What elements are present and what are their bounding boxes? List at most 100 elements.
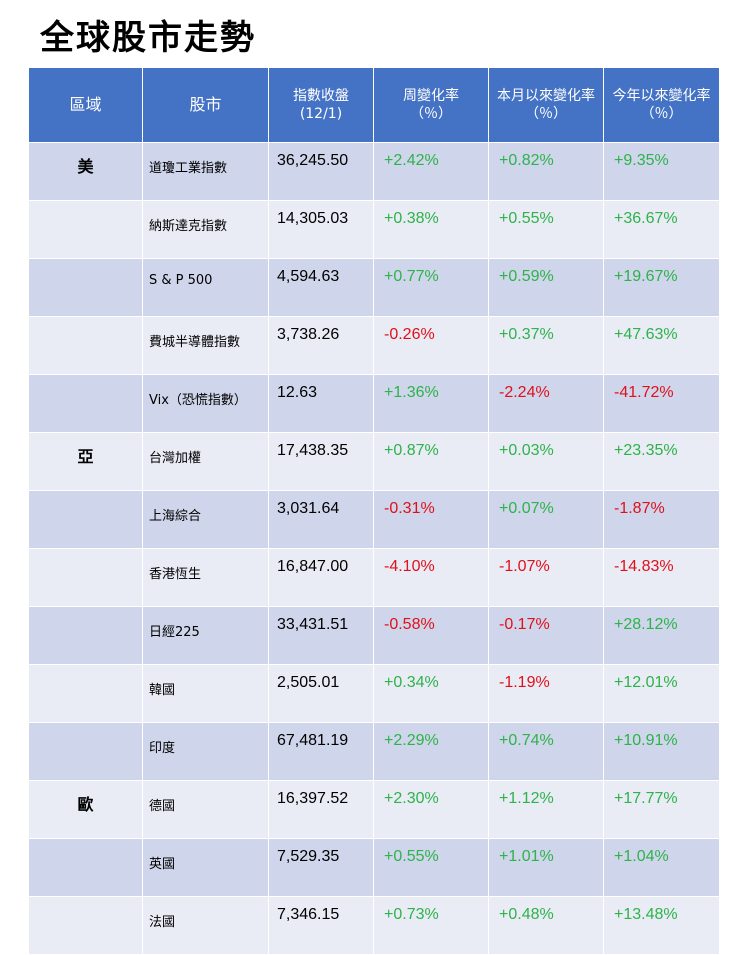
- header-month: 本月以來變化率 （％）: [488, 67, 604, 143]
- market-name-cell: 費城半導體指數: [142, 316, 269, 375]
- close-value-cell: 7,529.35: [268, 838, 374, 897]
- table-row: 法國 7,346.15 +0.73% +0.48% +13.48%: [28, 896, 720, 955]
- header-close: 指數收盤 (12/1): [268, 67, 374, 143]
- table-row: 日經225 33,431.51 -0.58% -0.17% +28.12%: [28, 606, 720, 665]
- month-change-cell: +0.59%: [488, 258, 604, 317]
- market-name-cell: 德國: [142, 780, 269, 839]
- close-value-cell: 17,438.35: [268, 432, 374, 491]
- close-value-cell: 16,397.52: [268, 780, 374, 839]
- header-close-line2: (12/1): [299, 106, 343, 122]
- month-change-cell: +0.07%: [488, 490, 604, 549]
- market-name-cell: 台灣加權: [142, 432, 269, 491]
- header-week-line1: 周變化率: [403, 88, 459, 104]
- ytd-change-cell: +1.04%: [603, 838, 720, 897]
- week-change-cell: -0.58%: [373, 606, 489, 665]
- table-row: Vix（恐慌指數） 12.63 +1.36% -2.24% -41.72%: [28, 374, 720, 433]
- page-title: 全球股市走勢: [40, 18, 256, 58]
- header-ytd-line1: 今年以來變化率: [612, 88, 711, 104]
- week-change-cell: +2.42%: [373, 142, 489, 201]
- ytd-change-cell: +13.48%: [603, 896, 720, 955]
- ytd-change-cell: -41.72%: [603, 374, 720, 433]
- week-change-cell: +0.55%: [373, 838, 489, 897]
- month-change-cell: +0.55%: [488, 200, 604, 259]
- close-value-cell: 12.63: [268, 374, 374, 433]
- ytd-change-cell: +12.01%: [603, 664, 720, 723]
- week-change-cell: +0.87%: [373, 432, 489, 491]
- region-cell: [28, 548, 143, 607]
- week-change-cell: +0.34%: [373, 664, 489, 723]
- close-value-cell: 3,738.26: [268, 316, 374, 375]
- week-change-cell: -0.31%: [373, 490, 489, 549]
- table-row: 納斯達克指數 14,305.03 +0.38% +0.55% +36.67%: [28, 200, 720, 259]
- week-change-cell: +2.30%: [373, 780, 489, 839]
- week-change-cell: +0.38%: [373, 200, 489, 259]
- table-row: S & P 500 4,594.63 +0.77% +0.59% +19.67%: [28, 258, 720, 317]
- table-row: 英國 7,529.35 +0.55% +1.01% +1.04%: [28, 838, 720, 897]
- week-change-cell: -4.10%: [373, 548, 489, 607]
- region-cell: [28, 606, 143, 665]
- close-value-cell: 33,431.51: [268, 606, 374, 665]
- ytd-change-cell: +9.35%: [603, 142, 720, 201]
- month-change-cell: +0.03%: [488, 432, 604, 491]
- region-cell: 美: [28, 142, 143, 201]
- month-change-cell: -1.07%: [488, 548, 604, 607]
- region-cell: [28, 200, 143, 259]
- header-close-line1: 指數收盤: [293, 88, 349, 104]
- ytd-change-cell: +10.91%: [603, 722, 720, 781]
- market-table: 區域 股市 指數收盤 (12/1) 周變化率 （％） 本月以來變化率 （％） 今…: [28, 67, 720, 955]
- week-change-cell: +2.29%: [373, 722, 489, 781]
- table-row: 亞台灣加權 17,438.35 +0.87% +0.03% +23.35%: [28, 432, 720, 491]
- week-change-cell: +0.73%: [373, 896, 489, 955]
- market-name-cell: 上海綜合: [142, 490, 269, 549]
- header-month-line1: 本月以來變化率: [497, 88, 595, 104]
- ytd-change-cell: +23.35%: [603, 432, 720, 491]
- header-market: 股市: [142, 67, 269, 143]
- market-name-cell: 道瓊工業指數: [142, 142, 269, 201]
- header-ytd: 今年以來變化率 （％）: [603, 67, 720, 143]
- month-change-cell: -0.17%: [488, 606, 604, 665]
- table-body: 美道瓊工業指數 36,245.50 +2.42% +0.82% +9.35% 納斯達克指數…: [28, 142, 720, 955]
- close-value-cell: 4,594.63: [268, 258, 374, 317]
- close-value-cell: 2,505.01: [268, 664, 374, 723]
- ytd-change-cell: -14.83%: [603, 548, 720, 607]
- region-cell: [28, 490, 143, 549]
- market-name-cell: 韓國: [142, 664, 269, 723]
- header-month-line2: （％）: [525, 106, 567, 122]
- table-row: 上海綜合 3,031.64 -0.31% +0.07% -1.87%: [28, 490, 720, 549]
- region-cell: [28, 374, 143, 433]
- ytd-change-cell: +47.63%: [603, 316, 720, 375]
- header-region: 區域: [28, 67, 143, 143]
- close-value-cell: 36,245.50: [268, 142, 374, 201]
- table-row: 美道瓊工業指數 36,245.50 +2.42% +0.82% +9.35%: [28, 142, 720, 201]
- close-value-cell: 67,481.19: [268, 722, 374, 781]
- region-cell: [28, 722, 143, 781]
- table-row: 歐德國 16,397.52 +2.30% +1.12% +17.77%: [28, 780, 720, 839]
- week-change-cell: +1.36%: [373, 374, 489, 433]
- market-name-cell: 法國: [142, 896, 269, 955]
- ytd-change-cell: -1.87%: [603, 490, 720, 549]
- region-cell: [28, 316, 143, 375]
- market-name-cell: 英國: [142, 838, 269, 897]
- table-header: 區域 股市 指數收盤 (12/1) 周變化率 （％） 本月以來變化率 （％） 今…: [28, 67, 720, 143]
- ytd-change-cell: +28.12%: [603, 606, 720, 665]
- region-cell: 歐: [28, 780, 143, 839]
- week-change-cell: -0.26%: [373, 316, 489, 375]
- month-change-cell: +0.48%: [488, 896, 604, 955]
- close-value-cell: 3,031.64: [268, 490, 374, 549]
- month-change-cell: +0.37%: [488, 316, 604, 375]
- region-cell: 亞: [28, 432, 143, 491]
- header-row: 區域 股市 指數收盤 (12/1) 周變化率 （％） 本月以來變化率 （％） 今…: [28, 67, 720, 143]
- month-change-cell: +1.12%: [488, 780, 604, 839]
- ytd-change-cell: +17.77%: [603, 780, 720, 839]
- header-week: 周變化率 （％）: [373, 67, 489, 143]
- table-row: 韓國 2,505.01 +0.34% -1.19% +12.01%: [28, 664, 720, 723]
- region-cell: [28, 896, 143, 955]
- month-change-cell: -1.19%: [488, 664, 604, 723]
- market-name-cell: 納斯達克指數: [142, 200, 269, 259]
- market-name-cell: S & P 500: [142, 258, 269, 317]
- week-change-cell: +0.77%: [373, 258, 489, 317]
- market-name-cell: Vix（恐慌指數）: [142, 374, 269, 433]
- table-row: 費城半導體指數 3,738.26 -0.26% +0.37% +47.63%: [28, 316, 720, 375]
- header-week-line2: （％）: [410, 106, 452, 122]
- close-value-cell: 16,847.00: [268, 548, 374, 607]
